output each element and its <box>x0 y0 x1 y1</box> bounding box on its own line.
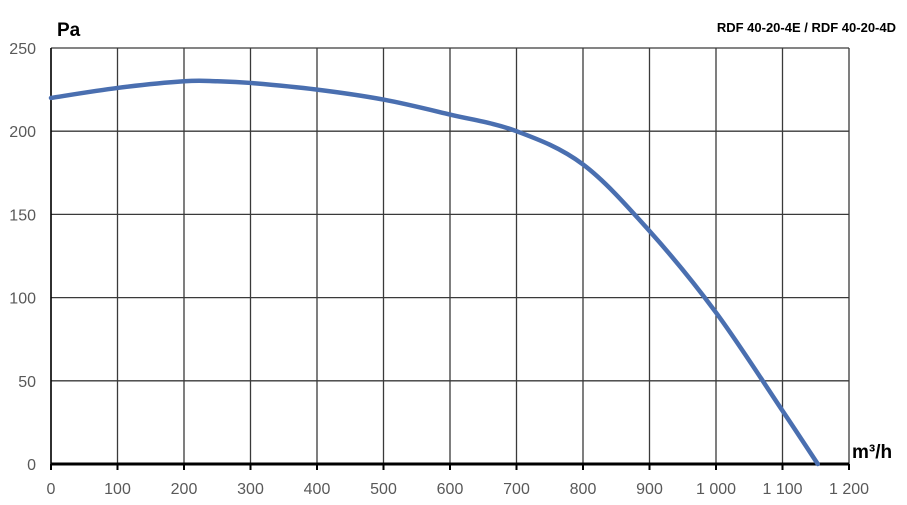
x-tick-label: 300 <box>237 481 264 498</box>
x-tick-label: 100 <box>104 481 131 498</box>
x-tick-label: 1 200 <box>829 481 869 498</box>
y-tick-label: 100 <box>9 291 36 308</box>
x-tick-label: 200 <box>171 481 198 498</box>
x-tick-label: 0 <box>47 481 56 498</box>
series <box>48 78 820 467</box>
x-tick-label: 500 <box>370 481 397 498</box>
y-tick-label: 200 <box>9 124 36 141</box>
y-tick-label: 0 <box>27 457 36 474</box>
y-tick-label: 50 <box>18 374 36 391</box>
x-tick-labels: 0 100 200 300 400 500 600 700 800 900 1 000 1 100 1 … <box>47 481 870 498</box>
x-tick-label: 900 <box>636 481 663 498</box>
x-tick-label: 400 <box>304 481 331 498</box>
x-tick-label: 800 <box>570 481 597 498</box>
series-line <box>48 78 820 467</box>
x-tick-label: 1 100 <box>762 481 802 498</box>
axes <box>50 48 850 470</box>
x-tick-label: 1 000 <box>696 481 736 498</box>
y-tick-labels: 0 50 100 150 200 250 <box>9 41 36 474</box>
x-tick-label: 700 <box>503 481 530 498</box>
x-tick-label: 600 <box>437 481 464 498</box>
x-axis-label: m³/h <box>852 442 892 463</box>
y-axis-label: Pa <box>57 20 81 41</box>
y-tick-label: 150 <box>9 207 36 224</box>
y-tick-label: 250 <box>9 41 36 58</box>
chart-title: RDF 40-20-4E / RDF 40-20-4D <box>717 20 896 35</box>
grid <box>50 47 850 465</box>
